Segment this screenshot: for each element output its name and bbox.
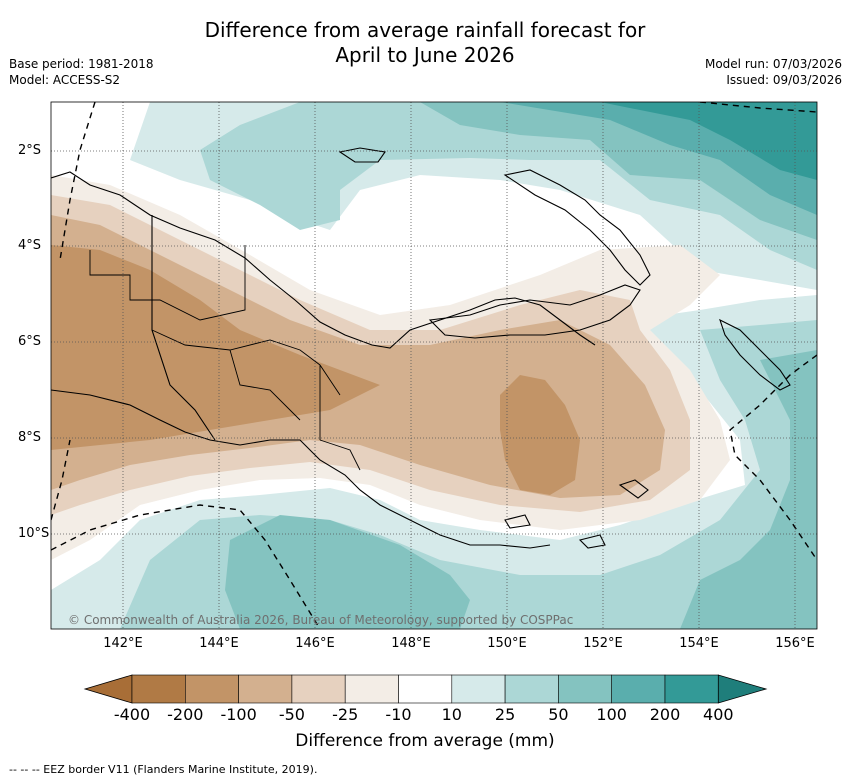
lat-tick-10: 10°S bbox=[18, 526, 50, 541]
lat-tick-4: 4°S bbox=[18, 238, 42, 253]
title-line-2: April to June 2026 bbox=[335, 43, 515, 67]
fergusson-islands bbox=[504, 479, 649, 549]
new-ireland bbox=[503, 169, 651, 286]
model-name: Model: ACCESS-S2 bbox=[9, 73, 121, 87]
lon-tick-148: 148°E bbox=[391, 636, 431, 651]
gridlines bbox=[51, 102, 817, 629]
cb-label: -200 bbox=[167, 705, 204, 724]
cb-label: 10 bbox=[441, 705, 462, 724]
lon-tick-152: 152°E bbox=[583, 636, 623, 651]
lat-tick-6: 6°S bbox=[18, 334, 42, 349]
eez-west bbox=[59, 102, 96, 261]
meta-left: Base period: 1981-2018 Model: ACCESS-S2 bbox=[9, 56, 154, 88]
map-field bbox=[51, 102, 817, 629]
teal-region-east-100 bbox=[680, 350, 817, 629]
lat-tick-2: 2°S bbox=[18, 143, 42, 158]
teal-region-north-400 bbox=[600, 102, 817, 180]
cb-label: 50 bbox=[548, 705, 569, 724]
brown-region-100 bbox=[51, 245, 380, 450]
png-border bbox=[151, 215, 216, 441]
cb-label: -100 bbox=[220, 705, 257, 724]
copyright-notice: © Commonwealth of Australia 2026, Bureau… bbox=[68, 613, 574, 627]
base-period: Base period: 1981-2018 bbox=[9, 57, 154, 71]
teal-region-south-100 bbox=[225, 515, 470, 629]
coastlines bbox=[51, 147, 791, 549]
chart-title: Difference from average rainfall forecas… bbox=[0, 18, 850, 68]
model-run: Model run: 07/03/2026 bbox=[704, 57, 842, 71]
manus-island bbox=[338, 147, 386, 163]
new-guinea-north-coast bbox=[51, 171, 596, 349]
new-guinea-south-coast bbox=[51, 389, 551, 549]
cb-label: -400 bbox=[113, 705, 151, 724]
lon-tick-150: 150°E bbox=[487, 636, 527, 651]
meta-right: Model run: 07/03/2026 Issued: 09/03/2026 bbox=[705, 56, 842, 88]
new-britain bbox=[428, 284, 641, 339]
brown-region-100-east bbox=[500, 375, 580, 495]
map-frame bbox=[50, 101, 818, 630]
lat-tick-8: 8°S bbox=[18, 430, 42, 445]
bougainville bbox=[719, 318, 791, 391]
colorbar-title: Difference from average (mm) bbox=[295, 731, 555, 751]
cb-label: 400 bbox=[703, 705, 734, 724]
cb-label: 25 bbox=[494, 705, 516, 724]
province-borders bbox=[89, 245, 361, 471]
eez-southwest bbox=[51, 439, 71, 521]
issued-date: Issued: 09/03/2026 bbox=[726, 73, 842, 87]
eez-footnote: -- -- -- EEZ border V11 (Flanders Marine… bbox=[9, 763, 318, 776]
eez-northeast bbox=[699, 102, 817, 113]
cb-label: -50 bbox=[278, 705, 305, 724]
lon-tick-144: 144°E bbox=[199, 636, 239, 651]
lon-tick-156: 156°E bbox=[775, 636, 815, 651]
eez-borders bbox=[51, 102, 817, 629]
cb-label: 200 bbox=[649, 705, 681, 724]
cb-label: 100 bbox=[596, 705, 627, 724]
title-line-1: Difference from average rainfall forecas… bbox=[204, 18, 646, 42]
eez-south bbox=[51, 504, 321, 629]
lon-tick-154: 154°E bbox=[679, 636, 719, 651]
lon-tick-146: 146°E bbox=[295, 636, 335, 651]
cb-label: -25 bbox=[332, 705, 359, 724]
lon-tick-142: 142°E bbox=[103, 636, 143, 651]
cb-label: -10 bbox=[385, 705, 412, 724]
